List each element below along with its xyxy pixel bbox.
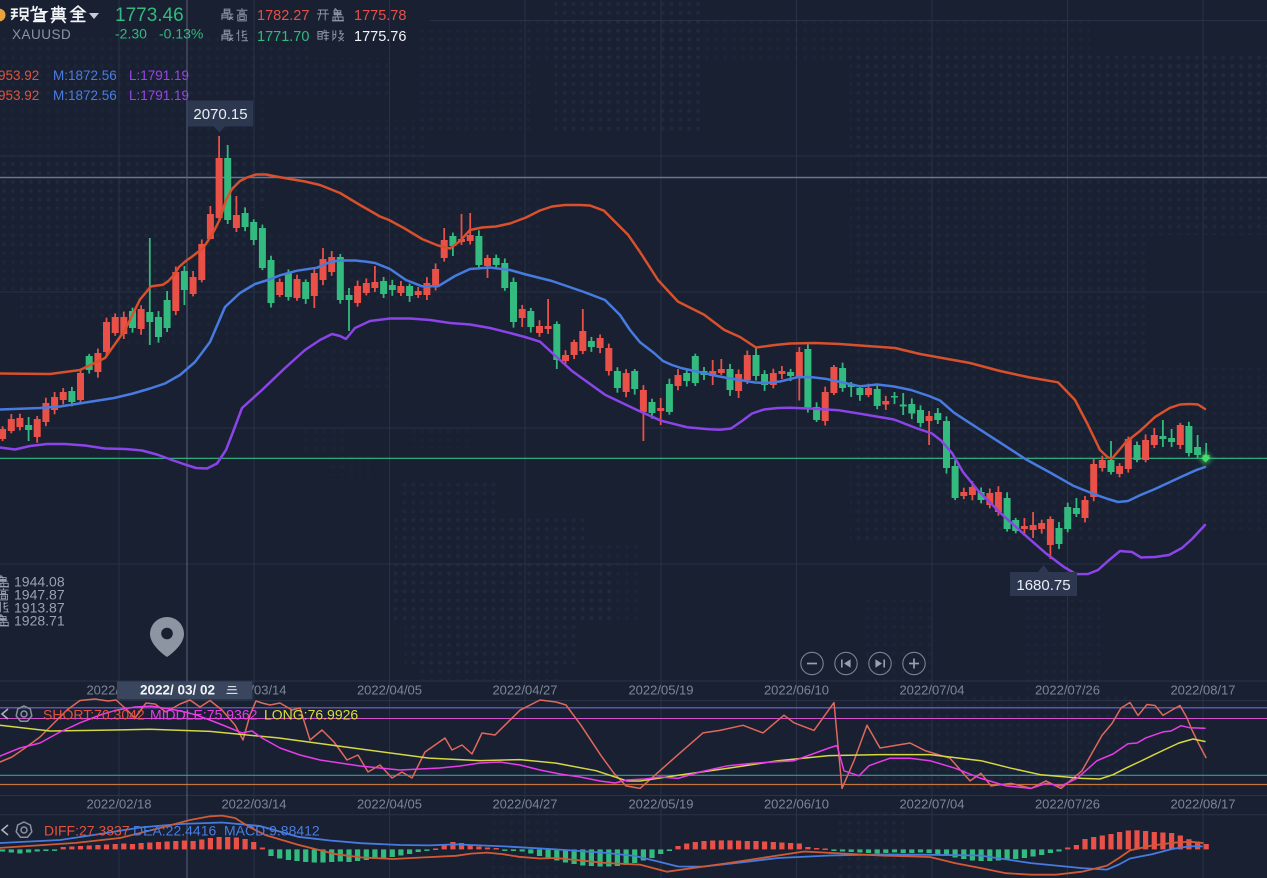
svg-text:L:1791.19: L:1791.19 bbox=[129, 68, 189, 83]
svg-text:DEA:22.4416: DEA:22.4416 bbox=[133, 823, 216, 839]
svg-text:2022/07/04: 2022/07/04 bbox=[899, 683, 964, 698]
svg-text:2070.15: 2070.15 bbox=[193, 106, 247, 123]
svg-text:1773.46: 1773.46 bbox=[115, 5, 184, 26]
svg-text:2022/04/05: 2022/04/05 bbox=[357, 797, 422, 812]
svg-text:2022/04/27: 2022/04/27 bbox=[492, 683, 557, 698]
svg-text:XAUUSD: XAUUSD bbox=[12, 27, 71, 42]
svg-text:2022/06/10: 2022/06/10 bbox=[764, 797, 829, 812]
svg-text:MIDDLE:75.9362: MIDDLE:75.9362 bbox=[150, 707, 258, 723]
svg-text:2022/07/26: 2022/07/26 bbox=[1035, 797, 1100, 812]
svg-text:LONG:76.9926: LONG:76.9926 bbox=[264, 707, 358, 723]
svg-text:-0.13%: -0.13% bbox=[159, 26, 203, 42]
svg-text:1680.75: 1680.75 bbox=[1016, 577, 1070, 594]
svg-text:2022/03/14: 2022/03/14 bbox=[221, 797, 286, 812]
svg-text:M:1872.56: M:1872.56 bbox=[53, 88, 117, 103]
svg-text:1782.27: 1782.27 bbox=[257, 8, 309, 24]
svg-text:1928.71: 1928.71 bbox=[14, 613, 65, 629]
svg-text:953.92: 953.92 bbox=[0, 68, 39, 83]
svg-text:953.92: 953.92 bbox=[0, 88, 39, 103]
svg-text:2022/02/18: 2022/02/18 bbox=[86, 797, 151, 812]
svg-text:1775.76: 1775.76 bbox=[354, 29, 406, 45]
svg-text:DIFF:27.3837: DIFF:27.3837 bbox=[44, 823, 130, 839]
svg-text:1775.78: 1775.78 bbox=[354, 8, 406, 24]
svg-text:1913.87: 1913.87 bbox=[14, 600, 65, 616]
svg-text:SHORT:70.3042: SHORT:70.3042 bbox=[43, 707, 145, 723]
svg-text:1771.70: 1771.70 bbox=[257, 29, 309, 45]
svg-text:2022/04/27: 2022/04/27 bbox=[492, 797, 557, 812]
svg-text:2022/08/17: 2022/08/17 bbox=[1170, 797, 1235, 812]
svg-text:2022/07/26: 2022/07/26 bbox=[1035, 683, 1100, 698]
svg-text:L:1791.19: L:1791.19 bbox=[129, 88, 189, 103]
svg-text:M:1872.56: M:1872.56 bbox=[53, 68, 117, 83]
svg-text:2022/05/19: 2022/05/19 bbox=[628, 683, 693, 698]
svg-text:-2.30: -2.30 bbox=[115, 26, 147, 42]
svg-text:2022/04/05: 2022/04/05 bbox=[357, 683, 422, 698]
svg-text:2022/05/19: 2022/05/19 bbox=[628, 797, 693, 812]
svg-text:1947.87: 1947.87 bbox=[14, 587, 65, 603]
svg-text:2022/06/10: 2022/06/10 bbox=[764, 683, 829, 698]
svg-text:MACD:9.88412: MACD:9.88412 bbox=[224, 823, 320, 839]
svg-text:1944.08: 1944.08 bbox=[14, 574, 65, 590]
svg-text:2022/ 03/ 02: 2022/ 03/ 02 bbox=[140, 683, 215, 698]
svg-text:2022/07/04: 2022/07/04 bbox=[899, 797, 964, 812]
svg-text:2022/08/17: 2022/08/17 bbox=[1170, 683, 1235, 698]
